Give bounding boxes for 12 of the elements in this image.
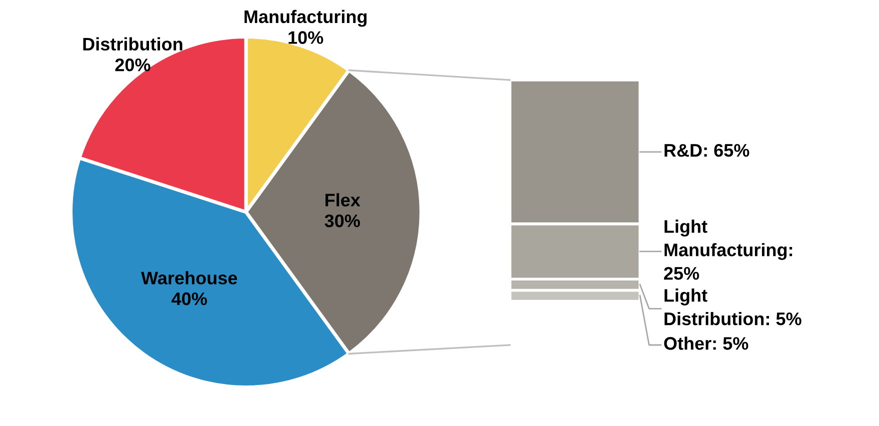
data-label: Other: 5% — [664, 336, 748, 350]
slice-label: Distribution — [83, 37, 182, 51]
data-label: Light Distribution: 5% — [664, 288, 802, 326]
slice-label: Flex — [326, 193, 360, 206]
data-label: 40% — [172, 292, 207, 306]
data-label: 10% — [288, 31, 324, 44]
data-label: R&D: 65% — [664, 144, 750, 157]
data-label: 20% — [115, 58, 150, 72]
slice-label: Manufacturing — [244, 10, 367, 27]
data-label: Light Manufacturing: 25% — [664, 220, 792, 280]
slice-label: Warehouse — [141, 271, 238, 284]
data-label: 30% — [324, 214, 360, 228]
